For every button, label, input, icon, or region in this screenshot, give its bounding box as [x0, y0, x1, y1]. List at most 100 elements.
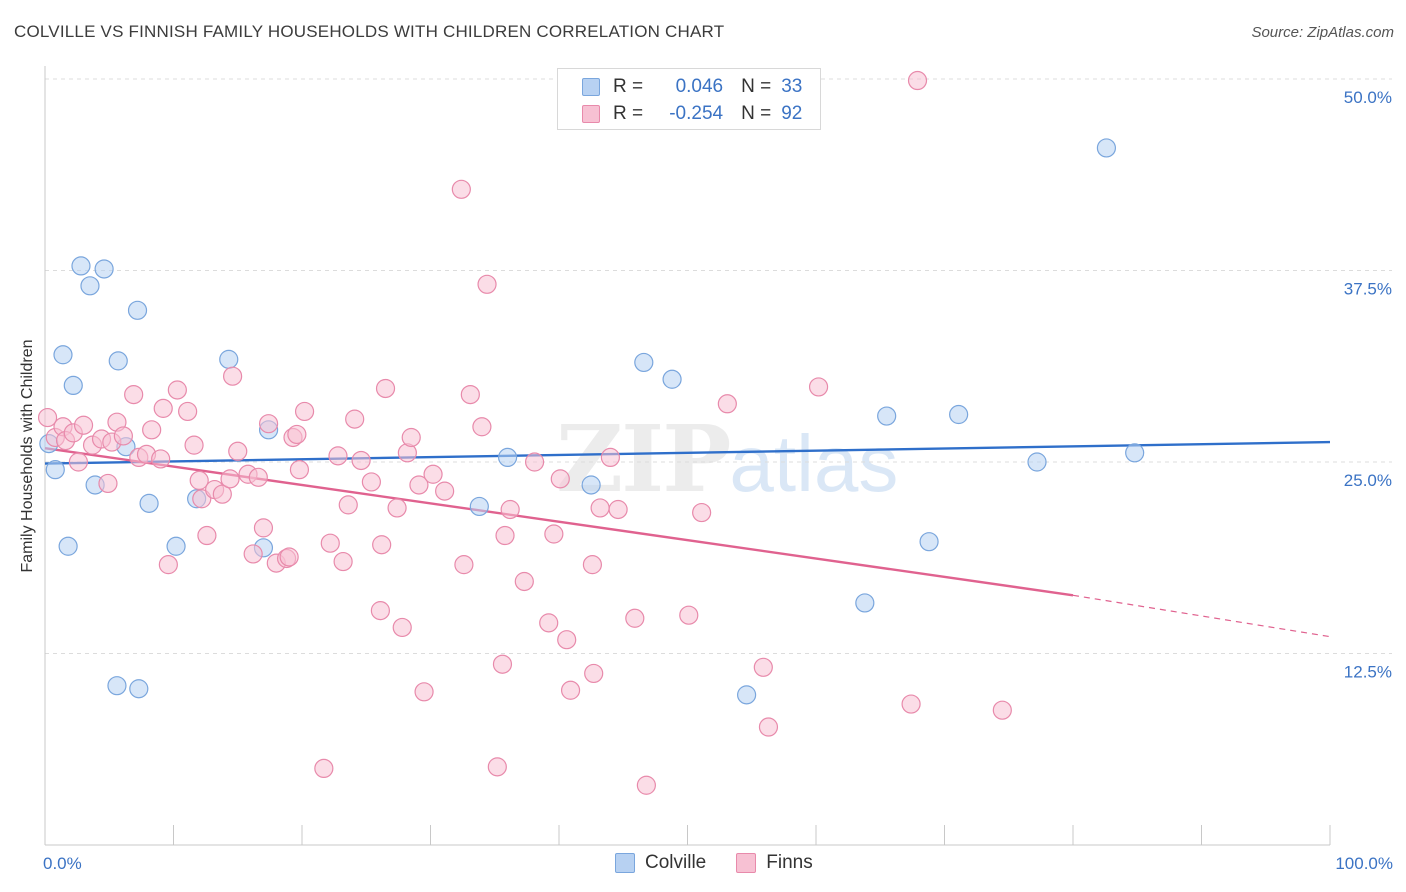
labels-layer: 12.5% 25.0% 37.5% 50.0% 0.0% 100.0%: [43, 88, 1393, 873]
finns-point: [158, 555, 178, 575]
x-tick-label: 0.0%: [43, 854, 82, 873]
legend-label-finns: Finns: [766, 852, 813, 873]
chart-title: COLVILLE VS FINNISH FAMILY HOUSEHOLDS WI…: [14, 22, 725, 41]
colville-trend-line: [44, 440, 1331, 465]
finns-swatch: [736, 853, 757, 873]
finns-point: [184, 435, 204, 455]
colville-point: [53, 345, 73, 365]
colville-point: [855, 593, 875, 613]
finns-point: [550, 469, 570, 489]
colville-point: [219, 349, 239, 369]
finns-point: [582, 555, 603, 575]
finns-point: [590, 498, 610, 518]
finns-point: [223, 366, 243, 386]
finns-point: [338, 495, 358, 515]
finns-point: [68, 452, 89, 472]
finns-point: [423, 464, 443, 484]
finns-point: [167, 380, 187, 400]
colville-point: [107, 676, 127, 696]
colville-point: [94, 259, 114, 279]
x-tick-label: 100.0%: [1335, 854, 1393, 873]
finns-point: [314, 758, 334, 779]
colville-point: [71, 256, 91, 276]
colville-point: [1125, 443, 1145, 463]
legend-n-label: N =: [741, 76, 772, 97]
finns-point: [625, 608, 645, 628]
finns-point: [279, 547, 299, 567]
colville-point: [877, 406, 897, 426]
y-tick-label: 37.5%: [1344, 280, 1392, 299]
finns-point: [557, 630, 577, 650]
colville-point: [1027, 452, 1047, 472]
finns-point: [372, 535, 392, 555]
finns-point: [907, 70, 928, 91]
colville-point: [949, 404, 969, 425]
finns-point: [560, 680, 581, 700]
finns-point: [454, 555, 474, 575]
finns-point: [351, 450, 371, 471]
axes-layer: [44, 66, 1331, 846]
finns-point: [142, 420, 162, 440]
colville-point: [469, 496, 489, 517]
finns-point: [197, 525, 217, 546]
finns-point: [375, 378, 396, 399]
finns-point: [524, 452, 545, 472]
bottom-legend: Colville Finns: [615, 852, 843, 874]
finns-trend-extension: [1072, 594, 1331, 638]
legend-item-finns[interactable]: Finns: [736, 852, 813, 874]
finns-point: [487, 757, 507, 777]
finns-point: [392, 617, 412, 638]
finns-trend-line: [44, 447, 1074, 597]
legend-label-colville: Colville: [645, 852, 707, 873]
finns-point: [289, 460, 310, 480]
finns-point: [409, 475, 429, 495]
colville-point: [80, 276, 100, 296]
source-label: Source: ZipAtlas.com: [1251, 24, 1394, 41]
finns-point: [584, 663, 604, 684]
finns-point: [539, 613, 559, 633]
colville-point: [108, 351, 128, 371]
finns-point: [608, 499, 628, 520]
finns-point: [228, 441, 248, 461]
colville-point: [634, 352, 654, 373]
finns-point: [472, 417, 492, 437]
colville-point: [129, 679, 149, 699]
colville-swatch: [615, 853, 635, 873]
colville-point: [662, 369, 682, 389]
finns-point: [500, 499, 520, 520]
finns-point: [544, 524, 564, 544]
y-tick-label: 25.0%: [1344, 471, 1392, 490]
legend-n-value: 92: [781, 103, 803, 124]
colville-point: [58, 536, 78, 556]
legend-n-label: N =: [741, 103, 772, 124]
y-tick-label: 50.0%: [1344, 88, 1392, 107]
colville-point: [139, 493, 159, 513]
finns-point: [98, 473, 118, 494]
finns-point: [287, 424, 307, 445]
finns-point: [808, 377, 829, 397]
colville-point: [737, 685, 757, 705]
finns-point: [692, 502, 712, 523]
finns-point: [113, 426, 133, 446]
finns-point: [514, 571, 534, 592]
finns-point: [717, 394, 737, 414]
colville-point: [1096, 138, 1117, 158]
trend-layer: [44, 440, 1331, 638]
finns-point: [477, 274, 497, 294]
finns-point: [345, 409, 365, 429]
finns-point: [248, 467, 268, 487]
finns-point: [258, 414, 279, 434]
y-tick-label: 12.5%: [1344, 663, 1392, 682]
finns-point: [451, 179, 471, 199]
finns-point: [435, 481, 455, 501]
finns-point: [753, 657, 773, 677]
finns-point: [153, 398, 173, 418]
finns-point: [178, 401, 198, 422]
finns-swatch: [582, 105, 600, 123]
legend-item-colville[interactable]: Colville: [615, 852, 706, 874]
legend-row-finns: R = -0.254 N = 92: [582, 102, 802, 126]
finns-point: [212, 484, 232, 504]
finns-point: [320, 533, 340, 553]
finns-point: [253, 518, 274, 538]
